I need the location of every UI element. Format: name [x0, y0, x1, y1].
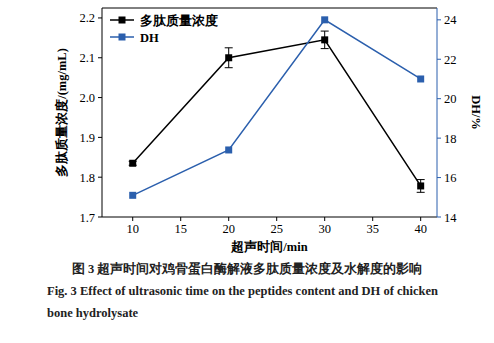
- point: [417, 75, 424, 82]
- error-cap: [417, 179, 425, 180]
- x-tick: [180, 217, 181, 221]
- y-tick: [98, 137, 102, 138]
- y2-tick: [437, 177, 441, 178]
- series-line: [133, 40, 421, 186]
- y-tick-label: 1.8: [79, 171, 95, 185]
- y-tick-label: 2.0: [79, 91, 95, 105]
- y-tick-label: 2.1: [79, 51, 95, 65]
- y2-tick: [437, 217, 441, 218]
- caption-subtitle: Fig. 3 Effect of ultrasonic time on the …: [47, 280, 447, 324]
- y-tick-label: 1.7: [79, 211, 95, 225]
- error-cap: [225, 67, 233, 68]
- series-line: [133, 20, 421, 195]
- error-cap: [321, 48, 329, 49]
- y-tick-label: 2.2: [79, 11, 95, 25]
- x-axis-label: 超声时间/min: [230, 240, 307, 254]
- y2-tick-label: 14: [444, 211, 457, 225]
- y-tick-label: 1.9: [79, 131, 95, 145]
- y2-tick-label: 18: [444, 132, 457, 146]
- point: [417, 182, 424, 189]
- x-tick: [276, 217, 277, 221]
- legend-label: DH: [140, 31, 159, 45]
- chart: 10 15 20 25 30 35 40 1.7 1.8 1.9 2.0 2.1 2.2 14 16 18 20…: [0, 0, 494, 258]
- y-tick: [98, 57, 102, 58]
- y2-tick: [437, 19, 441, 20]
- x-tick: [132, 217, 133, 221]
- x-tick: [420, 217, 421, 221]
- x-tick-label: 25: [270, 222, 283, 236]
- y-axis: [102, 8, 103, 217]
- point: [225, 146, 232, 153]
- y2-tick-label: 20: [444, 92, 457, 106]
- x-tick-label: 20: [222, 222, 235, 236]
- error-bar: [417, 180, 425, 193]
- point: [129, 192, 136, 199]
- error-bar: [321, 31, 329, 49]
- figure: 10 15 20 25 30 35 40 1.7 1.8 1.9 2.0 2.1 2.2 14 16 18 20…: [0, 0, 494, 343]
- error-cap: [321, 31, 329, 32]
- y2-tick: [437, 59, 441, 60]
- y-tick: [98, 17, 102, 18]
- x-tick: [324, 217, 325, 221]
- y-axis-label: 多肽质量浓度/(mg/mL): [54, 48, 69, 177]
- y2-tick-label: 22: [444, 53, 457, 67]
- frame-top: [102, 8, 437, 9]
- x-tick-label: 35: [366, 222, 379, 236]
- y2-tick-label: 24: [444, 13, 457, 27]
- legend-marker: [119, 34, 126, 41]
- y2-tick: [437, 138, 441, 139]
- y-tick: [98, 217, 102, 218]
- y2-tick-label: 16: [444, 171, 457, 185]
- x-tick-label: 10: [126, 222, 139, 236]
- x-tick-label: 40: [414, 222, 427, 236]
- x-tick-label: 30: [318, 222, 331, 236]
- plot-area: [129, 16, 425, 198]
- x-axis: [102, 217, 437, 218]
- point: [129, 160, 136, 167]
- point: [321, 36, 328, 43]
- error-cap: [225, 47, 233, 48]
- caption-title: 图 3 超声时间对鸡骨蛋白酶解液多肽质量浓度及水解度的影响: [0, 258, 494, 280]
- caption: 图 3 超声时间对鸡骨蛋白酶解液多肽质量浓度及水解度的影响Fig. 3 Effe…: [0, 258, 494, 324]
- y-tick: [98, 97, 102, 98]
- point: [225, 54, 232, 61]
- legend: 多肽质量浓度 DH: [110, 13, 218, 45]
- error-cap: [417, 192, 425, 193]
- y-tick: [98, 177, 102, 178]
- y2-axis: [437, 8, 438, 217]
- x-tick-label: 15: [174, 222, 187, 236]
- legend-label: 多肽质量浓度: [140, 13, 218, 28]
- legend-marker: [119, 17, 126, 24]
- x-tick: [228, 217, 229, 221]
- y2-tick: [437, 98, 441, 99]
- point: [321, 16, 328, 23]
- y2-axis-label: DH/%: [469, 95, 483, 130]
- error-bar: [225, 48, 233, 68]
- x-tick: [372, 217, 373, 221]
